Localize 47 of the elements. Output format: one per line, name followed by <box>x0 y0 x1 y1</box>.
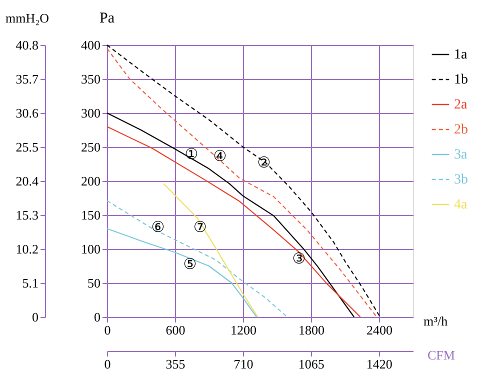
x-tick-label: 600 <box>166 322 186 338</box>
y2-tick-label: 0 <box>32 310 38 324</box>
y2-tick-label: 20.4 <box>16 174 39 188</box>
y2-tick-label: 25.5 <box>16 140 38 154</box>
annotation: ⑤ <box>183 254 197 273</box>
x-tick-label: 2400 <box>366 322 392 338</box>
legend-label: 3b <box>454 172 468 188</box>
y2-tick-label: 40.8 <box>16 38 38 52</box>
x-axis-title: m³/h <box>424 314 448 328</box>
x2-tick-label: 355 <box>166 356 186 372</box>
x2-tick-label: 1065 <box>298 356 324 372</box>
x2-axis-title: CFM <box>428 348 456 362</box>
line-series <box>163 183 258 318</box>
y2-tick-label: 10.2 <box>16 242 38 256</box>
annotation: ⑥ <box>151 218 165 236</box>
y-tick-label: 300 <box>81 106 100 120</box>
y-tick-label: 400 <box>81 38 100 52</box>
y2-tick-label: 5.1 <box>22 276 38 290</box>
annotation: ① <box>184 144 198 163</box>
x-tick-label: 1800 <box>298 322 324 338</box>
legend-label: 4a <box>454 198 468 212</box>
y-tick-label: 50 <box>88 276 100 290</box>
annotation: ④ <box>213 146 227 165</box>
y-tick-label: 100 <box>81 242 100 256</box>
x2-tick-label: 1420 <box>366 356 392 372</box>
y2-tick-label: 35.7 <box>16 72 39 86</box>
line-series <box>106 200 288 318</box>
legend-label: 2a <box>454 98 468 112</box>
y2-tick-label: 15.3 <box>16 208 38 222</box>
legend-label: 2b <box>454 122 468 138</box>
y2-axis-title: mmH₂O <box>6 10 50 26</box>
y2-tick-label: 30.6 <box>16 106 39 120</box>
y-axis-title: Pa <box>100 10 115 26</box>
y-tick-label: 150 <box>81 208 100 222</box>
y-tick-label: 0 <box>94 310 100 324</box>
y-tick-label: 250 <box>81 140 100 154</box>
x2-tick-label: 0 <box>104 356 111 372</box>
y-tick-label: 350 <box>81 72 100 86</box>
legend-label: 3a <box>454 148 468 162</box>
legend-label: 1b <box>454 72 468 88</box>
y-tick-label: 200 <box>81 174 100 188</box>
annotation: ③ <box>292 250 306 268</box>
annotation: ② <box>257 154 271 172</box>
legend-label: 1a <box>454 48 468 62</box>
x2-tick-label: 710 <box>234 356 254 372</box>
x-tick-label: 1200 <box>230 322 256 338</box>
x-tick-label: 0 <box>104 322 111 338</box>
